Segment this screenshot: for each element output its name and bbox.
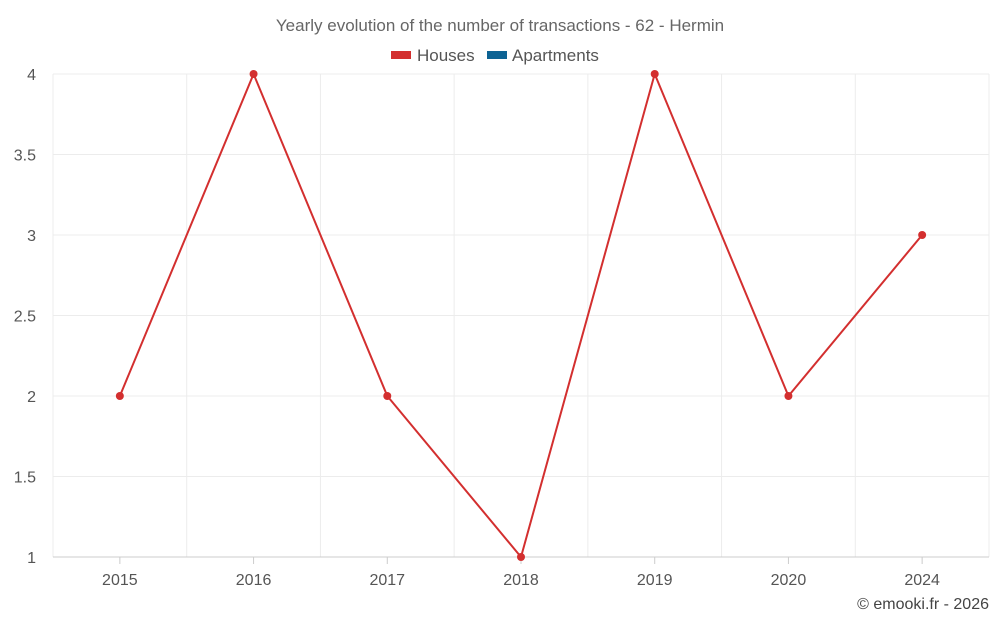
y-tick-label: 2: [27, 389, 36, 406]
legend-item-apartments[interactable]: Apartments: [487, 46, 599, 65]
data-point-houses-2015[interactable]: [115, 392, 124, 400]
data-point-houses-2024[interactable]: [918, 231, 927, 239]
y-tick-label: 1: [27, 550, 36, 567]
y-tick-label: 2.5: [14, 309, 36, 326]
x-tick-label: 2019: [637, 572, 673, 589]
legend-label-apartments: Apartments: [512, 46, 599, 65]
y-tick-label: 3.5: [14, 148, 36, 165]
x-tick-label: 2024: [904, 572, 940, 589]
data-point-houses-2017[interactable]: [383, 392, 392, 400]
legend-swatch-houses: [391, 51, 411, 59]
grid: [52, 73, 990, 558]
chart-title: Yearly evolution of the number of transa…: [276, 16, 724, 35]
data-point-houses-2020[interactable]: [784, 392, 793, 400]
legend-swatch-apartments: [487, 51, 507, 59]
x-tick-label: 2016: [236, 572, 272, 589]
x-tick-label: 2020: [771, 572, 807, 589]
x-tick-label: 2015: [102, 572, 138, 589]
y-axis-ticks: 1 1.5 2 2.5 3 3.5 4: [14, 67, 36, 567]
y-tick-label: 1.5: [14, 470, 36, 487]
x-tick-label: 2018: [503, 572, 539, 589]
legend-item-houses[interactable]: Houses: [391, 46, 475, 65]
legend-label-houses: Houses: [417, 46, 475, 65]
y-tick-label: 3: [27, 228, 36, 245]
credit-text: © emooki.fr - 2026: [857, 596, 989, 613]
series-layer: [115, 70, 927, 561]
y-tick-label: 4: [27, 67, 36, 84]
x-axis-ticks: 2015 2016 2017 2018 2019 2020 2024: [102, 557, 940, 589]
x-tick-label: 2017: [369, 572, 405, 589]
legend: Houses Apartments: [391, 46, 599, 65]
data-point-houses-2019[interactable]: [650, 70, 659, 78]
data-point-houses-2018[interactable]: [517, 553, 525, 561]
data-point-houses-2016[interactable]: [249, 70, 258, 78]
